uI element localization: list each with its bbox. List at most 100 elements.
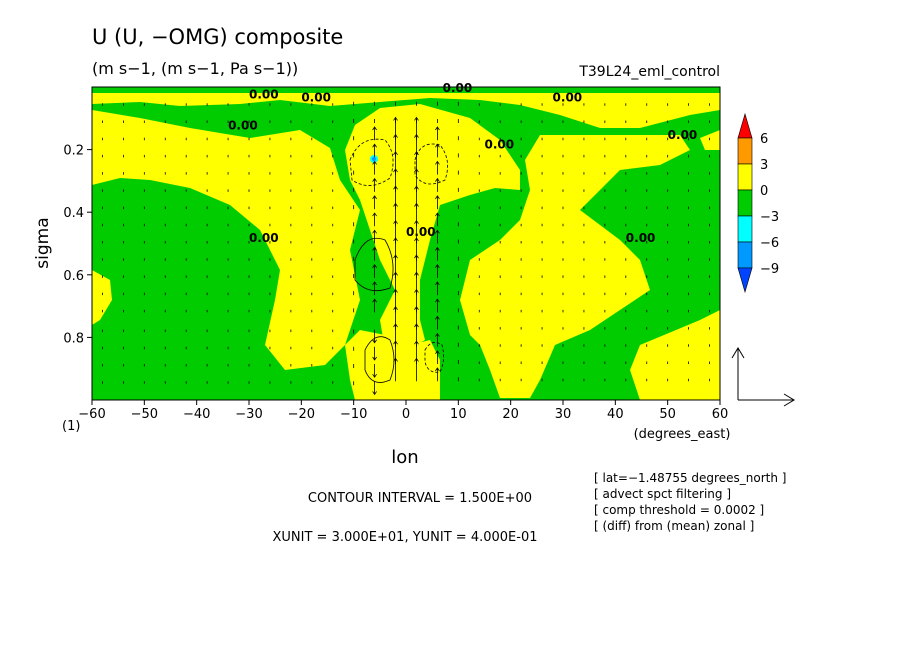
wind-vector-head [372, 177, 377, 182]
x-tick-label: −50 [131, 407, 158, 422]
contour-negative-3 [424, 342, 444, 373]
y-axis-title: sigma [33, 217, 53, 268]
x-tick-label: 40 [607, 407, 624, 422]
wind-vector-head [393, 219, 398, 224]
colorbar-label: −9 [760, 262, 779, 277]
contour-positive-1 [354, 237, 394, 292]
wind-vector-head [393, 133, 398, 138]
x-tick-label: 50 [659, 407, 676, 422]
contour-label: 0.00 [249, 231, 279, 245]
wind-vector-head [435, 332, 440, 337]
contour-label: 0.00 [249, 87, 279, 101]
wind-vector-head [372, 281, 377, 286]
wind-vector-head [435, 350, 440, 355]
x-tick-label: 20 [502, 407, 519, 422]
wind-vector-head [393, 340, 398, 345]
plot-area: 0.00 0.00 0.00 0.00 0.00 0.00 0.00 0.00 0.00 0.00 [91, 81, 721, 401]
wind-vector-head [414, 151, 419, 156]
colorbar-label: 0 [760, 184, 768, 199]
wind-vector-head [414, 271, 419, 276]
contour-label: 0.00 [406, 225, 436, 239]
wind-vector-head [393, 202, 398, 207]
negative-minimum-core [372, 157, 376, 161]
wind-vector-head [435, 229, 440, 234]
chart-subtitle: (m s−1, (m s−1, Pa s−1)) [92, 59, 298, 78]
x-axis: −60 −50 −40 −30 −20 −10 0 10 20 30 40 50 60 [78, 400, 728, 422]
note-line: [ lat=−1.48755 degrees_north ] [594, 471, 786, 485]
wind-vector-head [435, 281, 440, 286]
wind-vector-head [372, 373, 377, 378]
x-tick-label: −20 [288, 407, 315, 422]
wind-vector-head [372, 195, 377, 200]
positive-region-top [92, 93, 720, 128]
wind-vector-head [435, 212, 440, 217]
colorbar: 6 3 0 −3 −6 −9 [737, 112, 779, 294]
contour-label: 0.00 [301, 90, 331, 104]
contour-positive-2 [364, 336, 395, 383]
wind-vector-head [393, 357, 398, 362]
wind-vector-head [414, 357, 419, 362]
positive-region-west [92, 110, 360, 370]
wind-vector-head [393, 116, 398, 121]
contour-negative-2 [414, 143, 448, 185]
wind-vector-head [414, 133, 419, 138]
wind-vector-head [372, 246, 377, 251]
positive-region-top-right [700, 130, 720, 150]
contour-labels: 0.00 0.00 0.00 0.00 0.00 0.00 0.00 0.00 0.00 0.00 [228, 81, 697, 245]
corner-label: (1) [62, 419, 80, 434]
wind-vector-head [414, 185, 419, 190]
x-tick-label: −60 [78, 407, 105, 422]
wind-vector-head [435, 246, 440, 251]
x-tick-label: 30 [555, 407, 572, 422]
x-tick-label: 60 [712, 407, 729, 422]
x-tick-label: −10 [340, 407, 367, 422]
wind-vector-head [435, 367, 440, 372]
colorbar-swatch [737, 241, 753, 269]
contour-interval-text: CONTOUR INTERVAL = 1.500E+00 [308, 491, 532, 506]
wind-vector-head [414, 340, 419, 345]
wind-vector-head [393, 288, 398, 293]
reference-vector [731, 347, 795, 407]
wind-vector-head [393, 323, 398, 328]
wind-vector-head [393, 168, 398, 173]
wind-vector-head [414, 323, 419, 328]
wind-vector-head [372, 126, 377, 131]
note-line: [ comp threshold = 0.0002 ] [594, 503, 764, 517]
y-tick-label: 0.4 [63, 206, 84, 221]
wind-vector-head [372, 264, 377, 268]
positive-region-southwest [92, 270, 112, 325]
wind-vector-head [372, 143, 377, 148]
wind-vector-head [393, 306, 398, 310]
wind-vector-head [414, 254, 419, 259]
x-tick-label: −40 [183, 407, 210, 422]
colorbar-swatch [737, 189, 753, 217]
colorbar-label: 3 [760, 158, 768, 173]
contour-label: 0.00 [443, 81, 473, 95]
wind-vector-head [372, 229, 377, 234]
wind-vector-head [435, 126, 440, 131]
x-tick-label: 0 [402, 407, 410, 422]
wind-vector-head [414, 168, 419, 173]
colorbar-min-arrow [737, 267, 753, 294]
wind-vector-head [435, 315, 440, 320]
wind-vector-head [393, 185, 398, 190]
wind-vector-head [393, 271, 398, 276]
y-tick-label: 0.6 [63, 269, 84, 284]
wind-vector-head [393, 151, 398, 156]
wind-vector-head [414, 237, 419, 242]
vector-field [102, 101, 710, 396]
x-axis-unit: (degrees_east) [634, 427, 731, 442]
colorbar-label: 6 [760, 132, 768, 147]
note-line: [ advect spct filtering ] [594, 487, 731, 501]
x-tick-label: 10 [450, 407, 467, 422]
wind-vector-head [372, 356, 377, 361]
wind-vector-head [435, 160, 440, 165]
contour-label: 0.00 [626, 231, 656, 245]
x-axis-title: lon [391, 447, 418, 468]
wind-vector-head [372, 298, 377, 303]
colorbar-swatch [737, 137, 753, 165]
experiment-label: T39L24_eml_control [578, 64, 720, 80]
wind-vector-head [393, 254, 398, 259]
wind-vector-head [372, 212, 377, 217]
contour-lines [349, 138, 448, 383]
